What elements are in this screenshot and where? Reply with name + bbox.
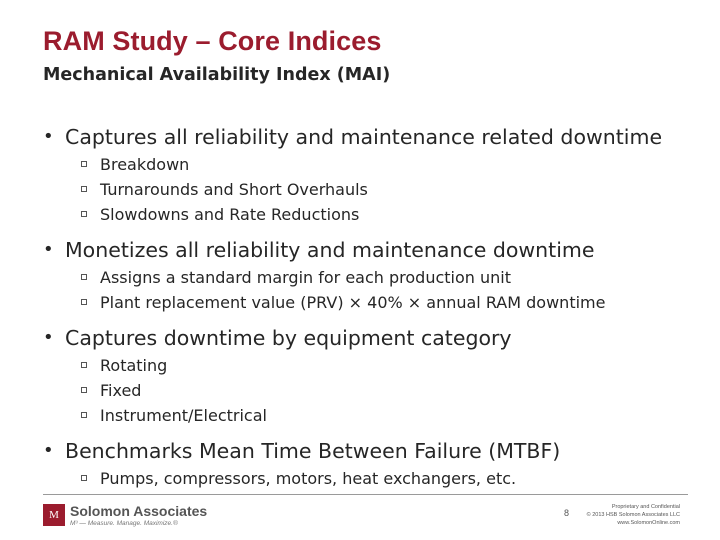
sub-item-text: Rotating — [100, 356, 168, 375]
square-bullet-icon — [81, 186, 87, 192]
sub-list: Rotating Fixed Instrument/Electrical — [43, 353, 713, 428]
sub-item-text: Instrument/Electrical — [100, 406, 267, 425]
square-bullet-icon — [81, 475, 87, 481]
company-logo-icon: M — [43, 504, 65, 526]
bullet-dot-icon: • — [43, 327, 54, 348]
company-name: Solomon Associates — [70, 503, 208, 519]
page-number: 8 — [564, 508, 570, 518]
sub-item-text: Slowdowns and Rate Reductions — [100, 205, 360, 224]
square-bullet-icon — [81, 299, 87, 305]
square-bullet-icon — [81, 211, 87, 217]
bullet-1: • Captures all reliability and maintenanc… — [43, 122, 713, 152]
sub-item: Assigns a standard margin for each produ… — [43, 265, 713, 290]
sub-list: Breakdown Turnarounds and Short Overhaul… — [43, 152, 713, 227]
sub-item: Rotating — [43, 353, 713, 378]
slide-subtitle: Mechanical Availability Index (MAI) — [43, 65, 391, 85]
sub-item: Fixed — [43, 378, 713, 403]
bullet-text: Benchmarks Mean Time Between Failure (MT… — [65, 439, 561, 463]
sub-item: Instrument/Electrical — [43, 403, 713, 428]
bullet-3: • Captures downtime by equipment category — [43, 323, 713, 353]
sub-item: Turnarounds and Short Overhauls — [43, 177, 713, 202]
bullet-4: • Benchmarks Mean Time Between Failure (M… — [43, 436, 713, 466]
legal-line: © 2013 HSB Solomon Associates LLC — [586, 512, 680, 518]
sub-item: Plant replacement value (PRV) × 40% × an… — [43, 290, 713, 315]
sub-list: Pumps, compressors, motors, heat exchang… — [43, 466, 713, 491]
bullet-2: • Monetizes all reliability and maintenan… — [43, 235, 713, 265]
sub-list: Assigns a standard margin for each produ… — [43, 265, 713, 315]
square-bullet-icon — [81, 161, 87, 167]
sub-item-text: Plant replacement value (PRV) × 40% × an… — [100, 293, 606, 312]
square-bullet-icon — [81, 274, 87, 280]
sub-item-text: Fixed — [100, 381, 142, 400]
sub-item: Breakdown — [43, 152, 713, 177]
square-bullet-icon — [81, 362, 87, 368]
square-bullet-icon — [81, 412, 87, 418]
legal-notice: Proprietary and Confidential © 2013 HSB … — [587, 503, 680, 527]
sub-item-text: Assigns a standard margin for each produ… — [100, 268, 511, 287]
bullet-dot-icon: • — [43, 440, 54, 461]
bullet-text: Captures downtime by equipment category — [65, 326, 512, 350]
sub-item-text: Pumps, compressors, motors, heat exchang… — [100, 469, 517, 488]
company-tagline: M³ — Measure. Manage. Maximize.® — [70, 520, 178, 527]
bullet-text: Monetizes all reliability and maintenanc… — [65, 238, 595, 262]
square-bullet-icon — [81, 387, 87, 393]
bullet-dot-icon: • — [43, 126, 54, 147]
sub-item-text: Breakdown — [100, 155, 190, 174]
legal-line: www.SolomonOnline.com — [617, 520, 680, 526]
slide-title: RAM Study – Core Indices — [43, 26, 382, 56]
footer-divider — [43, 494, 688, 495]
bullet-text: Captures all reliability and maintenance… — [65, 125, 663, 149]
legal-line: Proprietary and Confidential — [611, 504, 680, 510]
bullet-dot-icon: • — [43, 239, 54, 260]
sub-item: Slowdowns and Rate Reductions — [43, 202, 713, 227]
sub-item-text: Turnarounds and Short Overhauls — [100, 180, 368, 199]
bullet-list: • Captures all reliability and maintenanc… — [43, 122, 713, 499]
sub-item: Pumps, compressors, motors, heat exchang… — [43, 466, 713, 491]
